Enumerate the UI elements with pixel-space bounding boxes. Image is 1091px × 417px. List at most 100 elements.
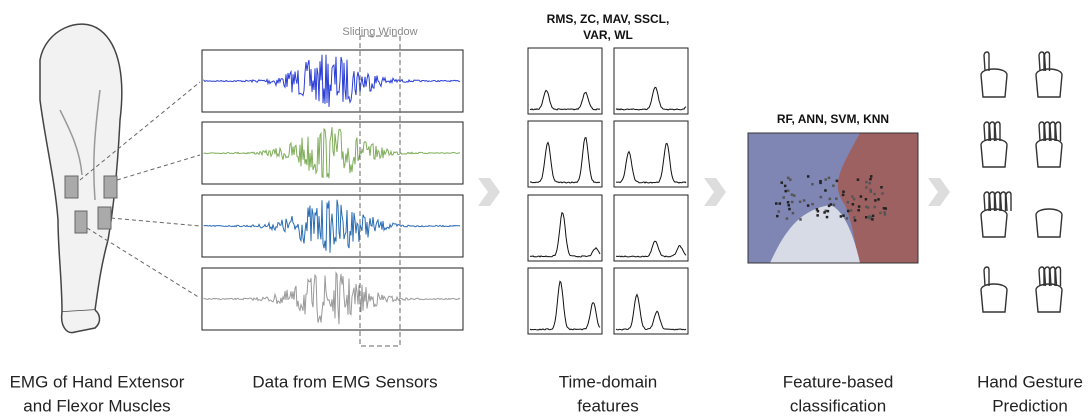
finger <box>1043 51 1051 72</box>
point <box>864 215 868 219</box>
finger <box>983 266 990 287</box>
finger <box>1038 51 1045 72</box>
caption: EMG of Hand Extensor <box>10 372 185 391</box>
caption: and Flexor Muscles <box>23 396 170 415</box>
signal-trace <box>203 271 461 325</box>
point <box>883 211 886 214</box>
feature-box <box>527 47 603 115</box>
features-heading: VAR, WL <box>583 28 633 42</box>
point <box>866 206 870 209</box>
point <box>823 211 826 214</box>
finger <box>1038 266 1045 287</box>
point <box>869 190 873 193</box>
finger <box>983 121 990 142</box>
point <box>829 203 833 206</box>
point <box>846 209 850 213</box>
signal-trace <box>203 127 461 179</box>
scatter-points <box>775 175 888 222</box>
point <box>835 197 838 200</box>
point <box>826 209 830 213</box>
point <box>869 175 873 178</box>
point <box>882 207 886 210</box>
point <box>824 189 827 192</box>
finger <box>994 121 1001 142</box>
point <box>798 200 802 204</box>
hand-icon <box>1035 68 1063 98</box>
point <box>874 199 877 202</box>
point <box>857 208 860 212</box>
hand-icon <box>1035 208 1063 238</box>
point <box>877 198 880 201</box>
point <box>853 216 856 219</box>
point <box>871 214 875 218</box>
finger <box>983 191 990 212</box>
hand-icon <box>980 208 1008 238</box>
feature-curve <box>529 211 601 258</box>
point <box>816 214 819 217</box>
point <box>787 204 790 207</box>
sliding-window-label: Sliding Window <box>342 26 417 38</box>
finger <box>1038 121 1045 142</box>
point <box>851 203 855 206</box>
finger <box>1054 121 1062 142</box>
point <box>819 181 822 185</box>
point <box>869 177 872 181</box>
finger <box>988 191 996 212</box>
feature-curve <box>615 86 687 111</box>
point <box>869 216 873 219</box>
point <box>782 196 785 199</box>
point <box>806 204 810 207</box>
point <box>869 188 872 192</box>
point <box>792 194 796 197</box>
hand-icon <box>980 138 1008 168</box>
point <box>802 199 806 202</box>
point <box>868 181 872 185</box>
feature-box <box>527 267 603 335</box>
feature-curve <box>615 142 687 184</box>
point <box>816 209 820 213</box>
point <box>864 198 868 201</box>
point <box>865 186 868 189</box>
point <box>811 202 814 206</box>
point <box>835 179 839 183</box>
point <box>879 211 882 215</box>
point <box>825 215 829 219</box>
signal-trace <box>203 54 461 107</box>
point <box>783 184 787 188</box>
point <box>806 175 810 178</box>
finger <box>1005 191 1012 212</box>
point <box>845 217 849 220</box>
caption: Hand Gesture <box>977 372 1083 391</box>
hand-icon <box>980 68 1008 98</box>
feature-panels <box>527 47 689 335</box>
point <box>819 179 822 183</box>
point <box>859 195 863 198</box>
point <box>789 178 792 182</box>
finger <box>1043 266 1051 287</box>
point <box>778 202 782 205</box>
point <box>785 217 789 220</box>
point <box>873 192 876 196</box>
hand-icon <box>980 283 1008 313</box>
point <box>865 180 868 184</box>
point <box>780 181 784 184</box>
finger <box>983 51 990 72</box>
finger <box>1049 121 1056 142</box>
signal-trace <box>203 199 461 253</box>
caption: Prediction <box>992 396 1068 415</box>
point <box>815 208 819 211</box>
feature-curve <box>615 240 687 258</box>
point <box>786 176 790 180</box>
arm <box>39 23 123 334</box>
hand-icon <box>1035 138 1063 168</box>
feature-curve <box>529 280 601 331</box>
feature-box <box>613 47 689 115</box>
point <box>851 195 854 198</box>
point <box>883 213 887 216</box>
caption: classification <box>790 396 886 415</box>
feature-box <box>613 267 689 335</box>
point <box>811 182 814 186</box>
point <box>827 176 831 180</box>
finger <box>999 191 1007 212</box>
caption: features <box>577 396 638 415</box>
